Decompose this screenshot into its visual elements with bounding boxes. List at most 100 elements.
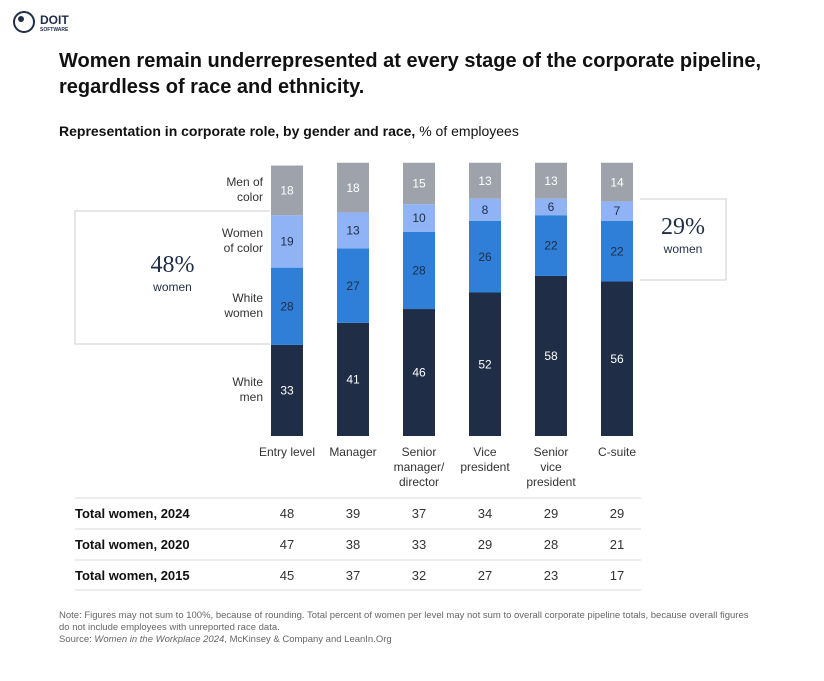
bar-segment xyxy=(535,275,567,436)
value-label: 22 xyxy=(544,239,558,253)
source-title: Women in the Workplace 2024 xyxy=(94,634,225,645)
footer: Note: Figures may not sum to 100%, becau… xyxy=(59,610,759,646)
table-cell: 34 xyxy=(477,506,493,521)
annotation-box xyxy=(74,210,270,345)
bar-segment xyxy=(601,281,633,436)
value-label: 33 xyxy=(280,384,294,398)
table-cell: 28 xyxy=(543,537,559,552)
x-tick-label: Senior manager/ director xyxy=(393,445,445,489)
bar-segment xyxy=(271,344,303,436)
table-cell: 37 xyxy=(411,506,427,521)
value-label: 13 xyxy=(544,174,558,188)
source-label: Source: xyxy=(59,634,92,645)
note: Note: Figures may not sum to 100%, becau… xyxy=(59,610,749,633)
value-label: 26 xyxy=(478,250,492,264)
x-tick-label: Manager xyxy=(329,445,377,459)
value-label: 58 xyxy=(544,349,558,363)
x-tick-label: Entry level xyxy=(258,445,316,459)
value-label: 15 xyxy=(412,177,426,191)
bar-segment xyxy=(601,162,633,202)
bar-segment xyxy=(337,322,369,436)
table-cell: 39 xyxy=(345,506,361,521)
row-label: Total women, 2020 xyxy=(75,537,190,552)
value-label: 6 xyxy=(548,200,555,214)
bar-segment xyxy=(469,162,501,199)
value-label: 56 xyxy=(610,352,624,366)
row-label: Total women, 2015 xyxy=(75,568,190,583)
table-cell: 38 xyxy=(345,537,361,552)
series-name: White men xyxy=(232,375,263,405)
annotation-value: 29% xyxy=(661,213,705,240)
value-label: 41 xyxy=(346,373,360,387)
table-cell: 17 xyxy=(609,568,625,583)
annotation-value: 48% xyxy=(150,251,195,278)
annotation-label: women xyxy=(663,241,703,256)
logo-name: DOIT xyxy=(40,13,69,27)
bar-segment xyxy=(601,201,633,221)
series-name: White women xyxy=(224,291,263,321)
annotation-box xyxy=(640,198,727,281)
bar-segment xyxy=(535,162,567,199)
value-label: 18 xyxy=(280,184,294,198)
value-label: 10 xyxy=(412,211,426,225)
x-tick-label: Senior vice president xyxy=(526,445,576,489)
logo-sub: SOFTWARE xyxy=(40,27,69,33)
x-tick-label: C-suite xyxy=(597,445,636,459)
source: Source: Women in the Workplace 2024, McK… xyxy=(59,634,759,646)
bar-segment xyxy=(337,212,369,249)
bar-segment xyxy=(403,162,435,205)
value-label: 46 xyxy=(412,366,426,380)
value-label: 8 xyxy=(482,203,489,217)
table-cell: 45 xyxy=(279,568,295,583)
table-cell: 33 xyxy=(411,537,427,552)
value-label: 13 xyxy=(478,174,492,188)
table-cell: 32 xyxy=(411,568,427,583)
value-label: 28 xyxy=(280,299,294,313)
table-cell: 29 xyxy=(543,506,559,521)
subtitle-unit: % of employees xyxy=(419,123,519,139)
logo-dot xyxy=(18,16,24,22)
subtitle-main: Representation in corporate role, by gen… xyxy=(59,123,416,139)
bar-segment xyxy=(469,220,501,293)
bar-segment xyxy=(271,165,303,216)
bar-segment xyxy=(469,292,501,436)
table-cell: 29 xyxy=(609,506,625,521)
value-label: 22 xyxy=(610,244,624,258)
bar-segment xyxy=(403,309,435,436)
value-label: 19 xyxy=(280,235,294,249)
table-cell: 47 xyxy=(279,537,295,552)
value-label: 18 xyxy=(346,181,360,195)
table-cell: 27 xyxy=(477,568,493,583)
series-name: Men of color xyxy=(226,175,263,205)
bar-segment xyxy=(601,220,633,282)
table-cell: 21 xyxy=(609,537,625,552)
value-label: 27 xyxy=(346,279,360,293)
logo-mark xyxy=(13,11,35,33)
table-cell: 23 xyxy=(543,568,559,583)
x-tick-label: Vice president xyxy=(460,445,510,474)
bar-segment xyxy=(535,215,567,276)
table-cell: 37 xyxy=(345,568,361,583)
value-label: 13 xyxy=(346,224,360,238)
chart-title: Women remain underrepresented at every s… xyxy=(59,50,762,98)
row-label: Total women, 2024 xyxy=(75,506,190,521)
table-cell: 48 xyxy=(279,506,295,521)
bar-segment xyxy=(337,248,369,323)
bar-segment xyxy=(469,198,501,221)
annotation-label: women xyxy=(153,279,192,294)
value-label: 7 xyxy=(614,204,621,218)
subtitle: Representation in corporate role, by gen… xyxy=(59,123,519,139)
value-label: 52 xyxy=(478,357,492,371)
bar-segment xyxy=(535,198,567,216)
bar-segment xyxy=(337,162,369,213)
bar-segment xyxy=(403,204,435,232)
bar-segment xyxy=(403,231,435,310)
series-name: Women of color xyxy=(221,226,263,256)
source-rest: , McKinsey & Company and LeanIn.Org xyxy=(224,634,392,645)
bar-segment xyxy=(271,267,303,345)
table-cell: 29 xyxy=(477,537,493,552)
bar-segment xyxy=(271,215,303,268)
value-label: 28 xyxy=(412,264,426,278)
